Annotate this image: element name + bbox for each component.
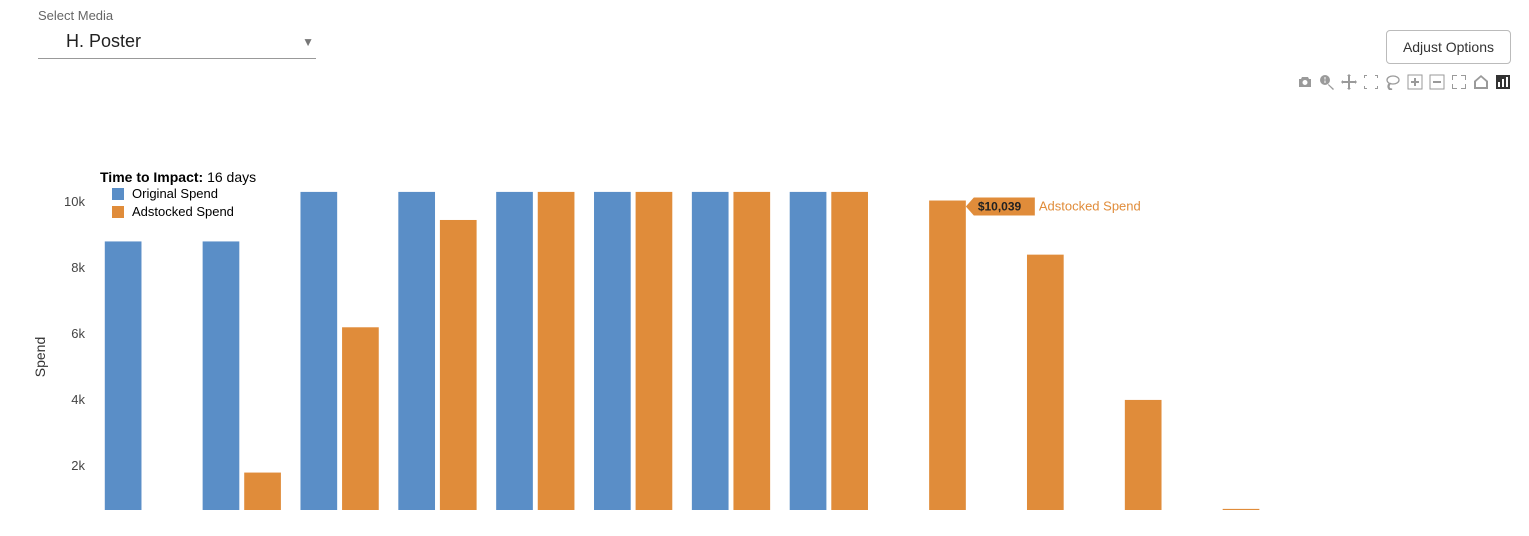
camera-icon[interactable] — [1297, 74, 1313, 95]
top-bar: Select Media H. Poster ▼ Adjust Options — [0, 0, 1529, 64]
bar[interactable] — [636, 192, 673, 510]
legend-item-label[interactable]: Adstocked Spend — [132, 204, 234, 219]
box-select-icon[interactable] — [1363, 74, 1379, 95]
zoom-in-icon[interactable] — [1407, 74, 1423, 95]
y-axis-label: Spend — [32, 337, 48, 377]
chevron-down-icon: ▼ — [302, 35, 314, 49]
bar[interactable] — [1223, 509, 1260, 510]
legend: Time to Impact: 16 daysOriginal Spend Ads… — [100, 169, 256, 219]
bar[interactable] — [244, 473, 281, 510]
adjust-options-button[interactable]: Adjust Options — [1386, 30, 1511, 64]
bar[interactable] — [733, 192, 770, 510]
y-tick-label: 4k — [71, 392, 85, 407]
bar[interactable] — [594, 192, 631, 510]
zoom-icon[interactable] — [1319, 74, 1335, 95]
media-select-label: Select Media — [38, 8, 316, 23]
zoom-out-icon[interactable] — [1429, 74, 1445, 95]
bar[interactable] — [790, 192, 827, 510]
bar[interactable] — [831, 192, 868, 510]
bar[interactable] — [692, 192, 729, 510]
y-tick-label: 10k — [64, 194, 85, 209]
bar[interactable] — [342, 327, 379, 510]
hover-series-label: Adstocked Spend — [1039, 199, 1141, 214]
legend-swatch[interactable] — [112, 188, 124, 200]
bar[interactable] — [203, 241, 240, 510]
legend-title: Time to Impact: 16 days — [100, 169, 256, 185]
autoscale-icon[interactable] — [1451, 74, 1467, 95]
y-tick-label: 6k — [71, 326, 85, 341]
bar[interactable] — [538, 192, 575, 510]
y-tick-label: 2k — [71, 458, 85, 473]
spend-chart: 02k4k6k8k10kSpendNov 52023Nov 19Dec 3Dec… — [0, 70, 1529, 510]
bar[interactable] — [1027, 255, 1064, 510]
bar[interactable] — [398, 192, 435, 510]
hover-value: $10,039 — [978, 200, 1022, 214]
bar[interactable] — [440, 220, 477, 510]
media-select-value: H. Poster — [66, 31, 141, 52]
pan-icon[interactable] — [1341, 74, 1357, 95]
hover-tag-adstocked: $10,039 Adstocked Spend — [966, 198, 1141, 216]
bar[interactable] — [1125, 400, 1162, 510]
bar[interactable] — [105, 241, 142, 510]
media-select: Select Media H. Poster ▼ — [38, 8, 316, 59]
lasso-icon[interactable] — [1385, 74, 1401, 95]
reset-icon[interactable] — [1473, 74, 1489, 95]
legend-item-label[interactable]: Original Spend — [132, 186, 218, 201]
bars-group — [105, 192, 1357, 510]
chart-container: 02k4k6k8k10kSpendNov 52023Nov 19Dec 3Dec… — [0, 70, 1529, 510]
bar[interactable] — [300, 192, 337, 510]
toggle-spike-icon[interactable] — [1495, 74, 1511, 95]
y-tick-label: 8k — [71, 260, 85, 275]
media-select-field[interactable]: H. Poster ▼ — [38, 27, 316, 59]
legend-swatch[interactable] — [112, 206, 124, 218]
bar[interactable] — [496, 192, 533, 510]
bar[interactable] — [929, 201, 966, 510]
chart-modebar — [1297, 74, 1511, 95]
